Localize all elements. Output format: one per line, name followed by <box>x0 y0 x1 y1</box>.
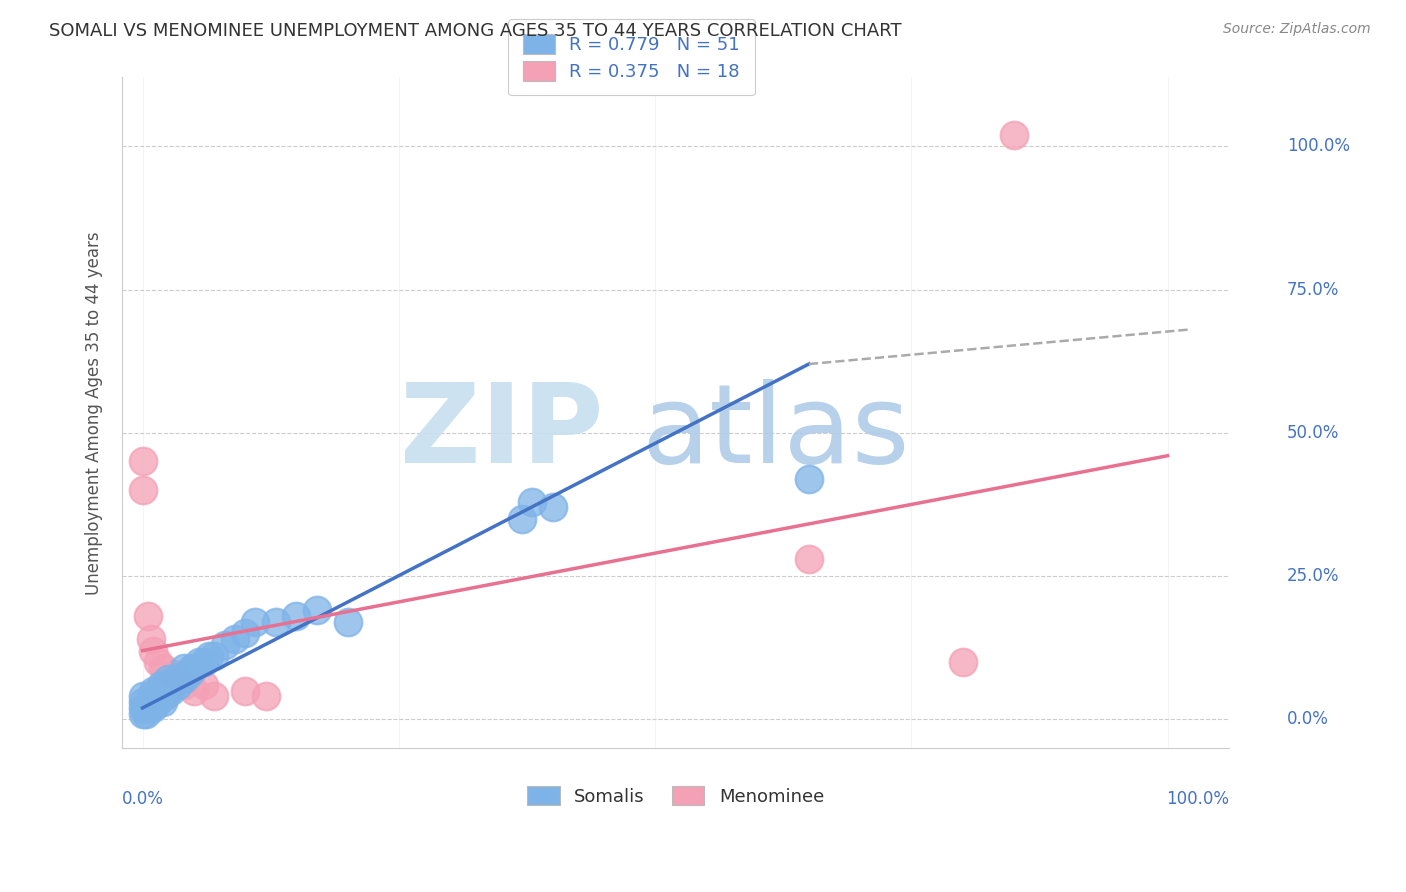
Point <box>143 695 166 709</box>
Point <box>131 690 153 704</box>
Point <box>138 701 160 715</box>
Point <box>520 494 543 508</box>
Text: 75.0%: 75.0% <box>1286 280 1339 299</box>
Point <box>157 683 180 698</box>
Point <box>131 454 153 468</box>
Point <box>1002 128 1025 142</box>
Point <box>162 666 184 681</box>
Point <box>152 661 174 675</box>
Point <box>141 690 163 704</box>
Point <box>165 672 187 686</box>
Point <box>157 672 180 686</box>
Point <box>245 615 267 629</box>
Point <box>174 666 197 681</box>
Text: 0.0%: 0.0% <box>1286 710 1329 729</box>
Point <box>153 690 176 704</box>
Point <box>193 655 215 669</box>
Point <box>162 678 184 692</box>
Point <box>170 672 193 686</box>
Point <box>198 649 221 664</box>
Point <box>187 655 209 669</box>
Point <box>149 690 172 704</box>
Point <box>285 609 308 624</box>
Text: 0.0%: 0.0% <box>122 789 165 807</box>
Text: 100.0%: 100.0% <box>1166 789 1229 807</box>
Point <box>305 603 328 617</box>
Point <box>160 683 183 698</box>
Point <box>142 701 165 715</box>
Point <box>167 678 190 692</box>
Point <box>136 609 159 624</box>
Point <box>131 701 153 715</box>
Point <box>155 678 177 692</box>
Point <box>797 472 820 486</box>
Point <box>157 672 180 686</box>
Point <box>135 706 157 721</box>
Point <box>136 701 159 715</box>
Point <box>131 695 153 709</box>
Point <box>131 483 153 497</box>
Text: 25.0%: 25.0% <box>1286 567 1340 585</box>
Point <box>214 638 236 652</box>
Point <box>142 643 165 657</box>
Point <box>146 655 169 669</box>
Point <box>254 690 277 704</box>
Point <box>224 632 246 647</box>
Point <box>152 683 174 698</box>
Point <box>202 690 225 704</box>
Point <box>193 678 215 692</box>
Point <box>146 683 169 698</box>
Text: 100.0%: 100.0% <box>1286 137 1350 155</box>
Point <box>180 661 202 675</box>
Point <box>139 632 162 647</box>
Point <box>173 672 195 686</box>
Text: ZIP: ZIP <box>401 379 603 486</box>
Point <box>510 512 533 526</box>
Point <box>145 690 167 704</box>
Y-axis label: Unemployment Among Ages 35 to 44 years: Unemployment Among Ages 35 to 44 years <box>86 231 103 595</box>
Text: atlas: atlas <box>641 379 910 486</box>
Text: SOMALI VS MENOMINEE UNEMPLOYMENT AMONG AGES 35 TO 44 YEARS CORRELATION CHART: SOMALI VS MENOMINEE UNEMPLOYMENT AMONG A… <box>49 22 901 40</box>
Point <box>142 695 165 709</box>
Text: 50.0%: 50.0% <box>1286 424 1339 442</box>
Point <box>150 678 173 692</box>
Point <box>264 615 287 629</box>
Point <box>173 678 195 692</box>
Legend: Somalis, Menominee: Somalis, Menominee <box>520 779 831 813</box>
Point <box>142 683 165 698</box>
Point <box>952 655 974 669</box>
Text: Source: ZipAtlas.com: Source: ZipAtlas.com <box>1223 22 1371 37</box>
Point <box>183 683 205 698</box>
Point <box>146 695 169 709</box>
Point <box>233 626 256 640</box>
Point <box>233 683 256 698</box>
Point <box>152 695 174 709</box>
Point <box>139 695 162 709</box>
Point <box>177 666 200 681</box>
Point <box>797 552 820 566</box>
Point <box>336 615 359 629</box>
Point <box>173 661 195 675</box>
Point <box>541 500 564 515</box>
Point <box>202 649 225 664</box>
Point <box>183 661 205 675</box>
Point <box>131 706 153 721</box>
